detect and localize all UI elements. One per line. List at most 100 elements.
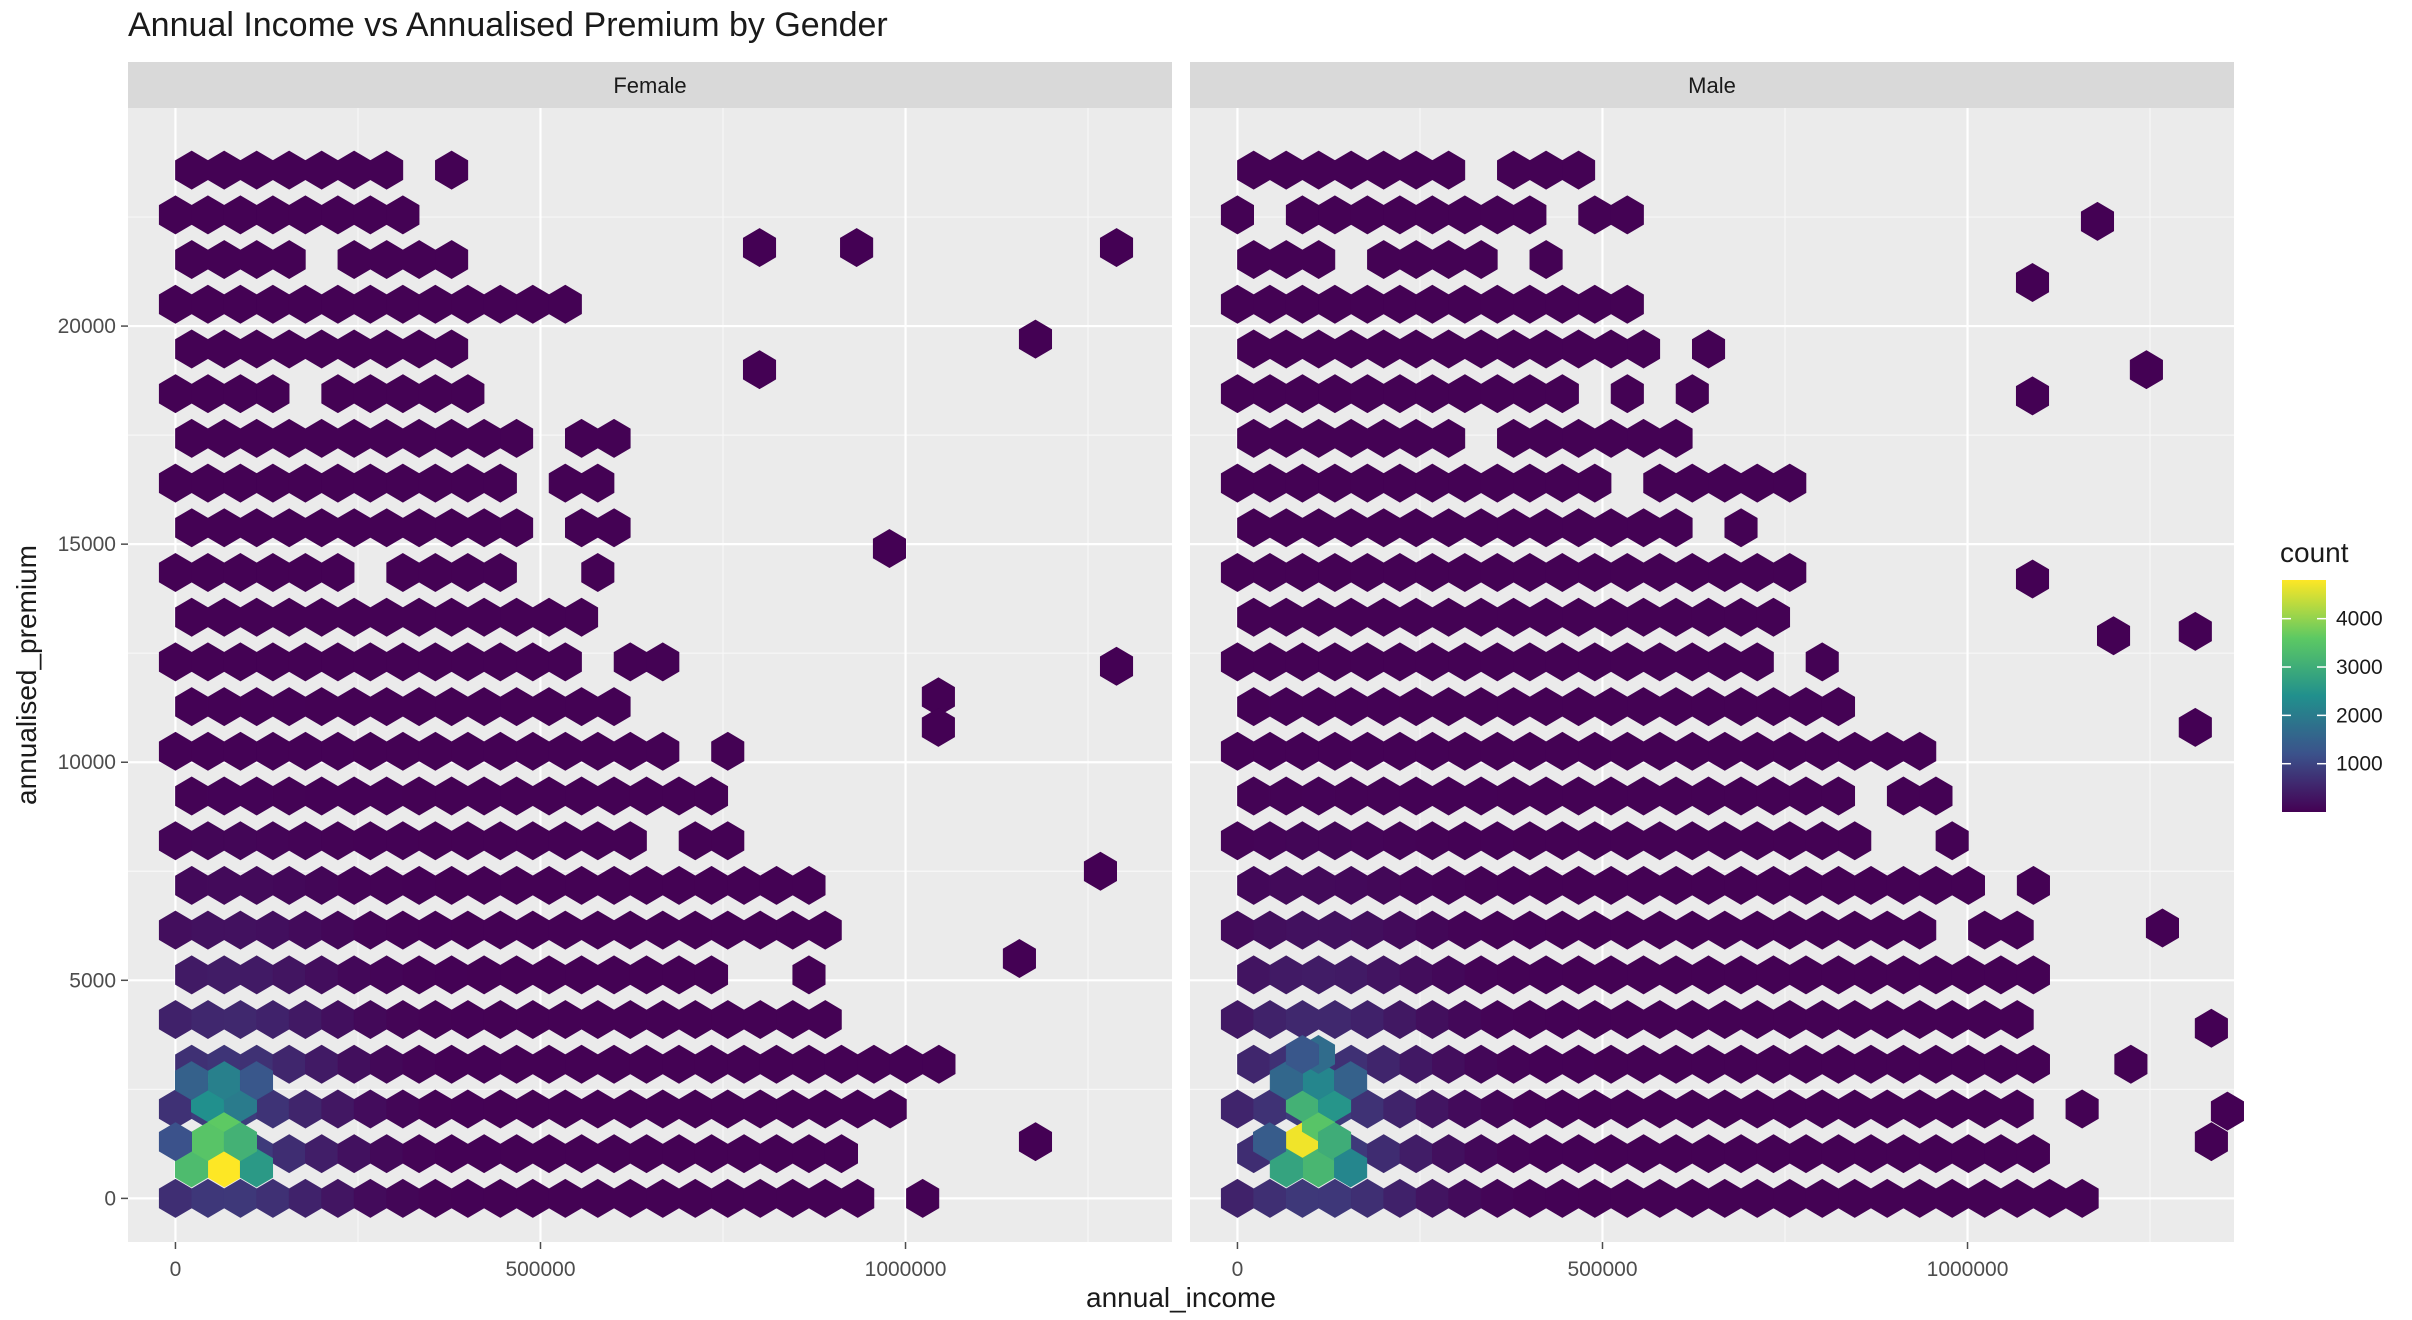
hex-cell [1302, 240, 1336, 280]
facet-strip-label: Female [613, 73, 686, 98]
legend-label: 3000 [2336, 656, 2383, 679]
hex-cell [500, 418, 534, 458]
hex-cell [1773, 553, 1807, 592]
hex-cell [694, 955, 729, 995]
hex-cell [646, 731, 680, 771]
hex-cell [2178, 611, 2212, 651]
y-tick-label: 5000 [69, 969, 116, 992]
x-tick-label: 0 [170, 1258, 182, 1281]
y-tick-label: 0 [104, 1187, 116, 1210]
hex-cell [2016, 865, 2050, 905]
hex-cell [2016, 955, 2050, 995]
hex-cell [1464, 240, 1498, 280]
hex-cell [808, 1000, 842, 1040]
hex-cell [435, 150, 469, 190]
hex-cell-high [1285, 1034, 1319, 1074]
hex-cell [1018, 1122, 1053, 1162]
facet-panels: Female Male [128, 62, 2244, 1242]
hex-cell [321, 553, 355, 592]
hex-cell [1432, 150, 1466, 190]
hex-cell [1610, 195, 1644, 235]
legend-title: count [2280, 537, 2349, 568]
hex-cell [646, 642, 680, 682]
hex-cell [922, 1044, 956, 1084]
hex-cell [742, 350, 777, 390]
hex-cell [435, 329, 469, 369]
legend-label: 4000 [2336, 608, 2383, 631]
hex-cell [2065, 1089, 2099, 1129]
hex-cell [873, 1089, 907, 1129]
hex-cell [808, 910, 842, 950]
hex-cell [2194, 1008, 2228, 1048]
hex-cell [906, 1178, 940, 1218]
hex-cell [1220, 195, 1254, 235]
hex-cell [1545, 374, 1579, 414]
hex-cell [548, 642, 582, 682]
hex-cells [1220, 150, 2244, 1218]
chart-title: Annual Income vs Annualised Premium by G… [128, 6, 888, 44]
hex-cell [1903, 910, 1937, 950]
hex-cell [1529, 240, 1563, 280]
hex-cell-high [239, 1061, 274, 1101]
hex-cell [1659, 418, 1693, 458]
hex-cell [1935, 821, 1969, 861]
hex-cell [483, 553, 517, 592]
hex-cell [2096, 616, 2131, 656]
hex-cell [2015, 376, 2050, 416]
hex-cell [2194, 1122, 2228, 1162]
hex-cell-high [1334, 1148, 1368, 1188]
hex-cell-high [1334, 1061, 1368, 1101]
hex-cell [370, 150, 404, 190]
hex-cell [742, 228, 777, 268]
hex-cell [1691, 329, 1726, 369]
hex-cell [581, 463, 615, 503]
hex-cell [792, 865, 826, 905]
hex-cell [2015, 262, 2050, 302]
hex-cell [1805, 642, 1839, 682]
hex-cell [1432, 418, 1466, 458]
facet-strip [128, 62, 1172, 108]
hex-cell [1099, 646, 1134, 686]
x-tick-label: 0 [1232, 1258, 1244, 1281]
hex-cell [565, 597, 599, 637]
facet-panel-male: Male [1190, 62, 2244, 1242]
hex-cell [840, 228, 874, 268]
hex-cell [2015, 559, 2050, 599]
hex-cell [1627, 329, 1661, 369]
hex-cell [1903, 731, 1937, 771]
hex-cell [1821, 687, 1856, 727]
hex-cell [1610, 284, 1644, 324]
axes: 0 500000 1000000 0 500000 1000000 0 5000 10000 15… [11, 315, 2008, 1313]
x-axis-title: annual_income [1086, 1282, 1276, 1313]
hex-cells [158, 150, 1134, 1218]
hex-cell [2016, 1134, 2050, 1174]
hex-cell [1838, 821, 1872, 861]
hex-cell [1675, 374, 1709, 414]
x-tick-label: 1000000 [865, 1258, 947, 1281]
hex-cell [841, 1178, 875, 1218]
hex-cell [1756, 597, 1791, 637]
hex-cell-high [174, 1061, 209, 1101]
hex-cell [386, 195, 420, 235]
hex-cell [2000, 910, 2034, 950]
hex-cell [1578, 463, 1612, 503]
facet-strip [1190, 62, 2234, 108]
hex-cell-high [158, 1122, 192, 1162]
hex-cell [2129, 350, 2163, 390]
x-tick-label: 500000 [505, 1258, 575, 1281]
hex-cell [792, 955, 826, 995]
hex-cell [1610, 374, 1644, 414]
hex-cell [921, 707, 955, 747]
hex-cell [451, 374, 485, 414]
hex-cell [581, 553, 615, 592]
hex-cell [2210, 1091, 2244, 1131]
color-legend: count 1000 2000 3000 4000 [2280, 537, 2383, 812]
y-axis-title: annualised_premium [11, 545, 42, 805]
x-tick-label: 1000000 [1927, 1258, 2009, 1281]
hex-cell [694, 776, 729, 816]
hex-cell [872, 529, 907, 568]
hex-cell [2080, 201, 2115, 241]
hex-cell [597, 508, 631, 548]
hex-cell [711, 821, 745, 861]
